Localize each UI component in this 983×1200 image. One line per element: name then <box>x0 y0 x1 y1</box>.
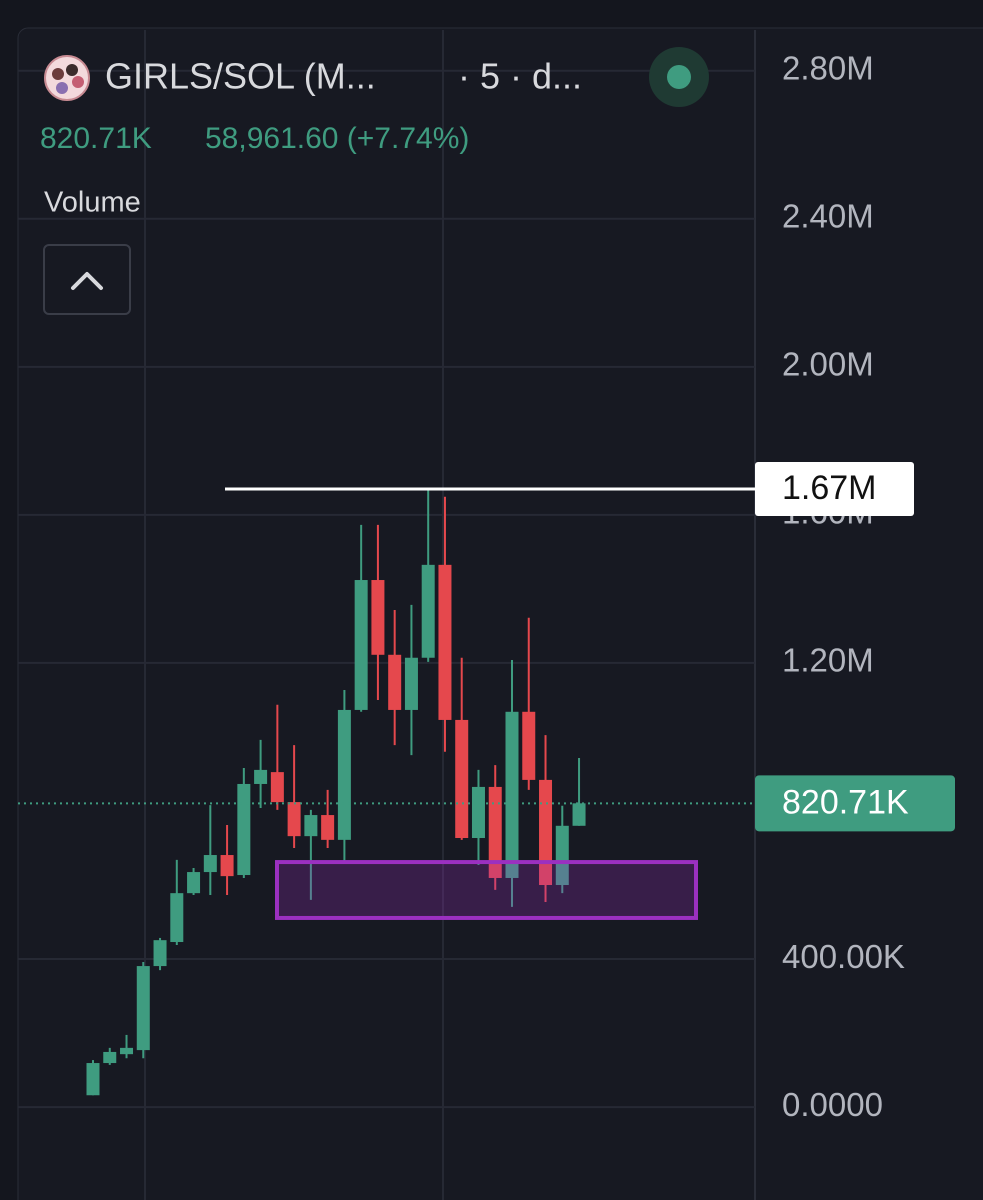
candle-body <box>187 872 201 894</box>
grid <box>18 69 755 1109</box>
candle-body <box>371 580 385 655</box>
panel <box>17 27 983 1200</box>
candle-body <box>488 786 502 878</box>
candle-body <box>471 786 485 839</box>
y-tick-label: 400.00K <box>782 938 905 975</box>
candle-body <box>103 1051 117 1064</box>
candle-body <box>321 815 335 840</box>
candle-body <box>455 719 469 839</box>
price-tag <box>755 775 955 832</box>
candle-body <box>203 855 217 873</box>
candle-body <box>572 803 586 826</box>
overlay: 0.0000400.00K1.20M1.60M2.00M2.40M2.80M1.… <box>18 49 955 1123</box>
candle-body <box>404 657 418 710</box>
pane-title: Volume <box>44 187 141 219</box>
candle-body <box>505 711 519 878</box>
candle-body <box>522 711 536 780</box>
candle-body <box>304 815 318 837</box>
interval: · 5 · d... <box>458 56 582 97</box>
candle-body <box>438 564 452 720</box>
price-change: 58,961.60 (+7.74%) <box>205 122 469 155</box>
candle-body <box>421 564 435 658</box>
candle-body <box>170 893 184 943</box>
candle-body <box>388 654 402 710</box>
y-tick-label: 0.0000 <box>782 1086 883 1123</box>
candle-body <box>270 772 284 803</box>
level-label: 1.67M <box>782 469 877 507</box>
candle-body <box>555 825 569 886</box>
y-tick-label: 2.80M <box>782 49 874 86</box>
y-tick-label: 2.40M <box>782 197 874 234</box>
candle-body <box>86 1063 100 1096</box>
candle-body <box>354 580 368 710</box>
symbol-icon <box>44 55 90 101</box>
y-tick-label: 1.20M <box>782 642 874 679</box>
symbol: GIRLS/SOL (M... <box>105 56 376 97</box>
candle-body <box>153 940 167 967</box>
status-dot <box>667 65 691 89</box>
candle-body <box>287 802 301 837</box>
candle-body <box>254 769 268 784</box>
support-zone <box>275 860 698 920</box>
candle-body <box>136 966 150 1051</box>
price-label: 820.71K <box>782 783 909 821</box>
y-tick-label: 2.00M <box>782 346 874 383</box>
marks <box>86 488 586 1096</box>
last-price: 820.71K <box>40 122 152 155</box>
collapse-button[interactable] <box>43 244 131 315</box>
candle-body <box>539 779 553 886</box>
candle-body <box>120 1047 134 1055</box>
candle-body <box>237 783 251 876</box>
candle-body <box>220 855 234 877</box>
level-tag <box>755 461 914 516</box>
candle-body <box>337 709 351 840</box>
